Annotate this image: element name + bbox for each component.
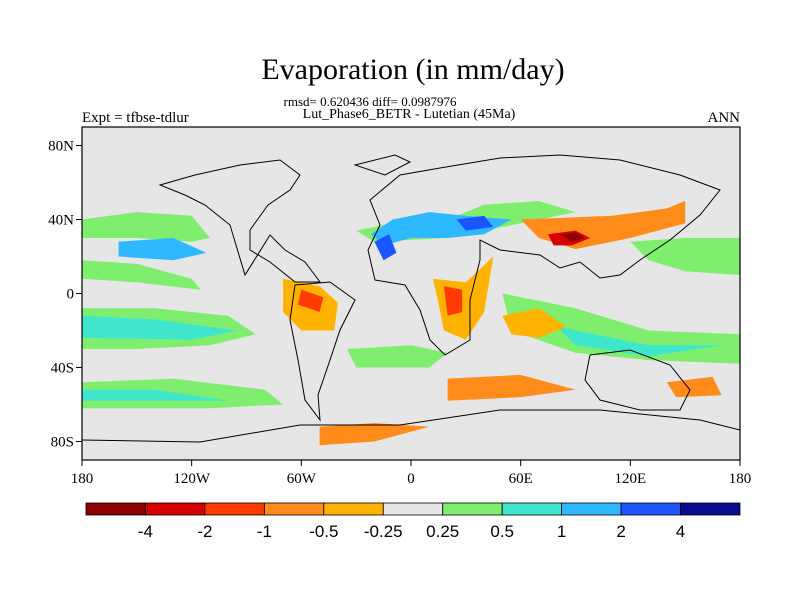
- coastline-greenland: [353, 154, 412, 176]
- anomaly-region-1: [118, 238, 207, 261]
- colorbar-swatch-5: [382, 502, 444, 516]
- colorbar-swatch-3: [263, 502, 325, 516]
- anomaly-region-7: [347, 345, 448, 368]
- colorbar-swatch-0: [85, 502, 146, 516]
- coastline-australia: [584, 349, 691, 411]
- y-tick-label-2: 0: [67, 287, 75, 303]
- anomaly-region-2: [82, 260, 201, 290]
- x-tick-label-3: 0: [407, 471, 415, 487]
- y-tick-label-1: 40N: [48, 213, 74, 229]
- anomaly-region-23: [319, 423, 430, 446]
- anomaly-region-16: [297, 289, 324, 312]
- anomaly-region-25: [666, 376, 722, 398]
- x-tick-label-0: 180: [71, 471, 94, 487]
- anomaly-region-4: [82, 315, 238, 340]
- x-tick-label-4: 60E: [509, 471, 533, 487]
- anomaly-region-17: [432, 256, 494, 340]
- colorbar-label-7: 1: [557, 522, 566, 541]
- coastline-south-america: [289, 281, 356, 422]
- anomaly-region-22: [447, 374, 576, 401]
- coastline-africa-eurasia: [367, 154, 721, 356]
- colorbar-swatch-2: [204, 502, 265, 516]
- colorbar-label-4: -0.25: [364, 522, 403, 541]
- colorbar-label-1: -2: [197, 522, 212, 541]
- anomaly-region-10: [630, 238, 740, 275]
- colorbar-swatch-4: [323, 502, 384, 516]
- colorbar-label-3: -0.5: [309, 522, 338, 541]
- y-tick-label-3: 40S: [51, 361, 74, 377]
- anomaly-region-14: [456, 215, 494, 231]
- x-tick-label-5: 120E: [614, 471, 646, 487]
- colorbar-swatch-1: [145, 502, 206, 516]
- x-tick-label-2: 60W: [287, 471, 317, 487]
- coastline-antarctica: [82, 409, 740, 443]
- anomaly-region-9: [557, 326, 722, 357]
- coastlines: [82, 154, 740, 443]
- x-tick-label-6: 180: [729, 471, 752, 487]
- colorbar-label-8: 2: [616, 522, 625, 541]
- y-tick-label-4: 80S: [51, 435, 74, 451]
- colorbar-label-0: -4: [138, 522, 153, 541]
- season-label: ANN: [707, 110, 741, 126]
- anomaly-region-0: [82, 212, 210, 242]
- colorbar-swatch-10: [680, 502, 741, 516]
- anomaly-region-6: [82, 389, 229, 401]
- stats-label: rmsd= 0.620436 diff= 0.0987976: [283, 94, 457, 109]
- anomaly-region-13: [374, 234, 397, 261]
- anomaly-regions: [82, 201, 740, 446]
- colorbar-label-9: 4: [676, 522, 685, 541]
- colorbar-swatch-7: [501, 502, 563, 516]
- colorbar-label-2: -1: [257, 522, 272, 541]
- x-tick-label-1: 120W: [173, 471, 211, 487]
- y-tick-label-0: 80N: [48, 139, 74, 155]
- experiment-label: Expt = tfbse-tdlur: [82, 110, 189, 126]
- colorbar: -4 -2 -1 -0.5 -0.25 0.25 0.5 1 2 4: [85, 502, 741, 541]
- subtitle-label: Lut_Phase6_BETR - Lutetian (45Ma): [302, 107, 516, 122]
- latitude-ticks: 80N 40N 0 40S 80S: [48, 139, 82, 451]
- coastline-north-america: [158, 159, 321, 283]
- colorbar-swatch-6: [442, 502, 503, 516]
- colorbar-swatch-9: [620, 502, 681, 516]
- anomaly-region-24: [502, 308, 567, 338]
- anomaly-region-21: [560, 232, 585, 242]
- anomaly-region-5: [82, 378, 284, 409]
- colorbar-swatch-8: [561, 502, 622, 516]
- longitude-ticks: 180 120W 60W 0 60E 120E 180: [71, 460, 752, 487]
- colorbar-label-6: 0.5: [490, 522, 514, 541]
- map-title: Evaporation (in mm/day): [261, 53, 565, 86]
- colorbar-label-5: 0.25: [426, 522, 459, 541]
- anomaly-region-18: [443, 286, 463, 316]
